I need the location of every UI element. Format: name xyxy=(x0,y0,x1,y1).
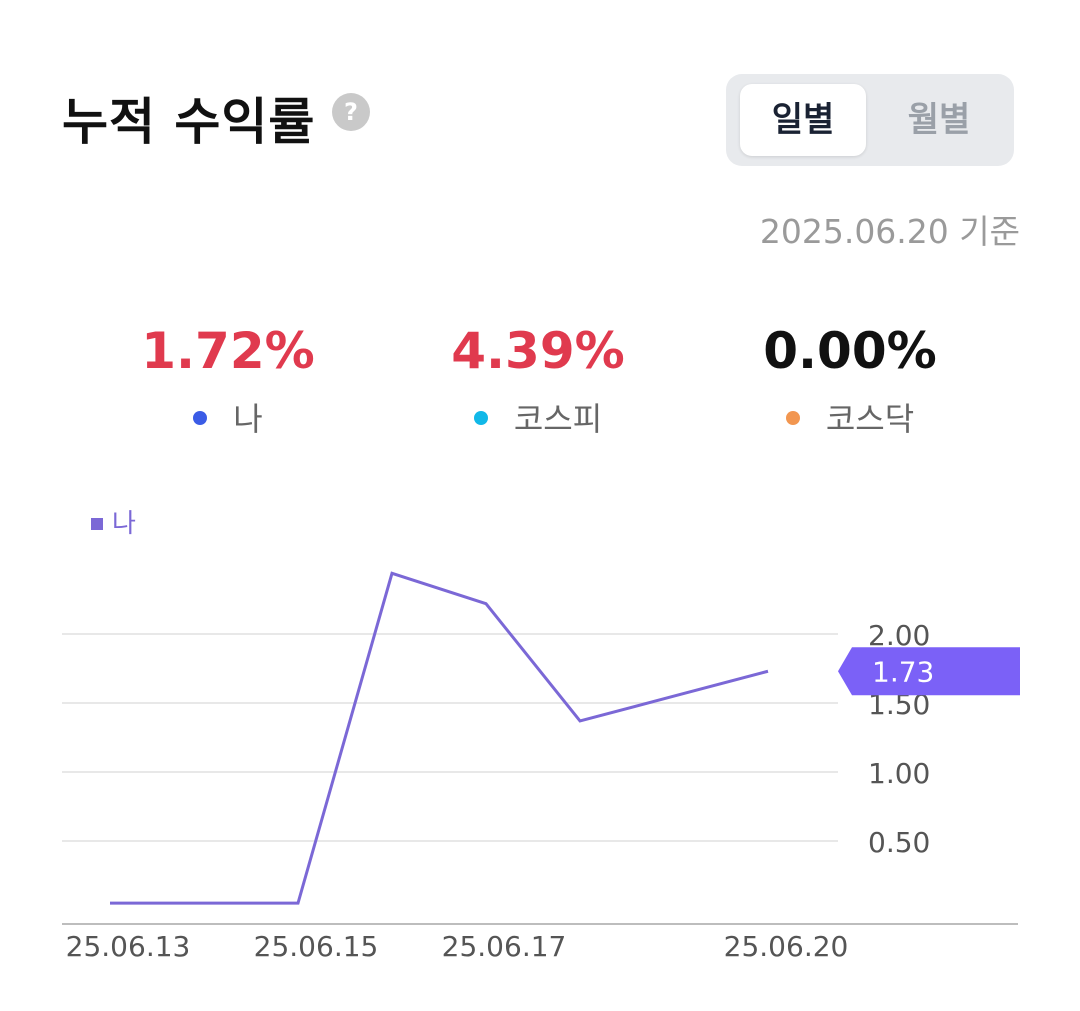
stat-value: 1.72% xyxy=(141,322,315,380)
x-tick-label: 25.06.20 xyxy=(724,930,849,963)
stat-label: 나 xyxy=(233,400,263,438)
series-dot-icon xyxy=(785,411,800,425)
series-dot-icon xyxy=(193,411,208,425)
x-tick-label: 25.06.17 xyxy=(442,930,567,963)
as-of-date: 2025.06.20 기준 xyxy=(759,212,1020,251)
legend-swatch-icon xyxy=(91,518,103,530)
daily-tab[interactable]: 일별 xyxy=(740,84,866,156)
series-line-mine xyxy=(110,571,769,905)
x-tick-label: 25.06.13 xyxy=(66,930,191,963)
stat-label: 코스피 xyxy=(513,400,603,438)
current-value-marker xyxy=(838,647,1020,696)
stat-kospi: 4.39% 코스피 xyxy=(388,322,688,440)
y-tick-label: 2.00 xyxy=(868,619,930,652)
stat-mine: 1.72% 나 xyxy=(78,322,378,440)
monthly-tab[interactable]: 월별 xyxy=(907,100,971,140)
help-icon[interactable]: ? xyxy=(332,93,370,131)
stat-value: 4.39% xyxy=(451,322,625,380)
stat-value: 0.00% xyxy=(763,322,937,380)
series-dot-icon xyxy=(473,411,488,425)
page-title: 누적 수익률 xyxy=(62,93,316,151)
current-value-label: 1.73 xyxy=(872,655,934,688)
y-tick-label: 1.00 xyxy=(868,757,930,790)
period-toggle: 일별 월별 xyxy=(726,74,1014,166)
stat-label: 코스닥 xyxy=(825,400,915,438)
legend-label: 나 xyxy=(112,509,136,539)
x-tick-label: 25.06.15 xyxy=(254,930,379,963)
stat-kosdaq: 0.00% 코스닥 xyxy=(700,322,1000,440)
y-tick-label: 0.50 xyxy=(868,826,930,859)
